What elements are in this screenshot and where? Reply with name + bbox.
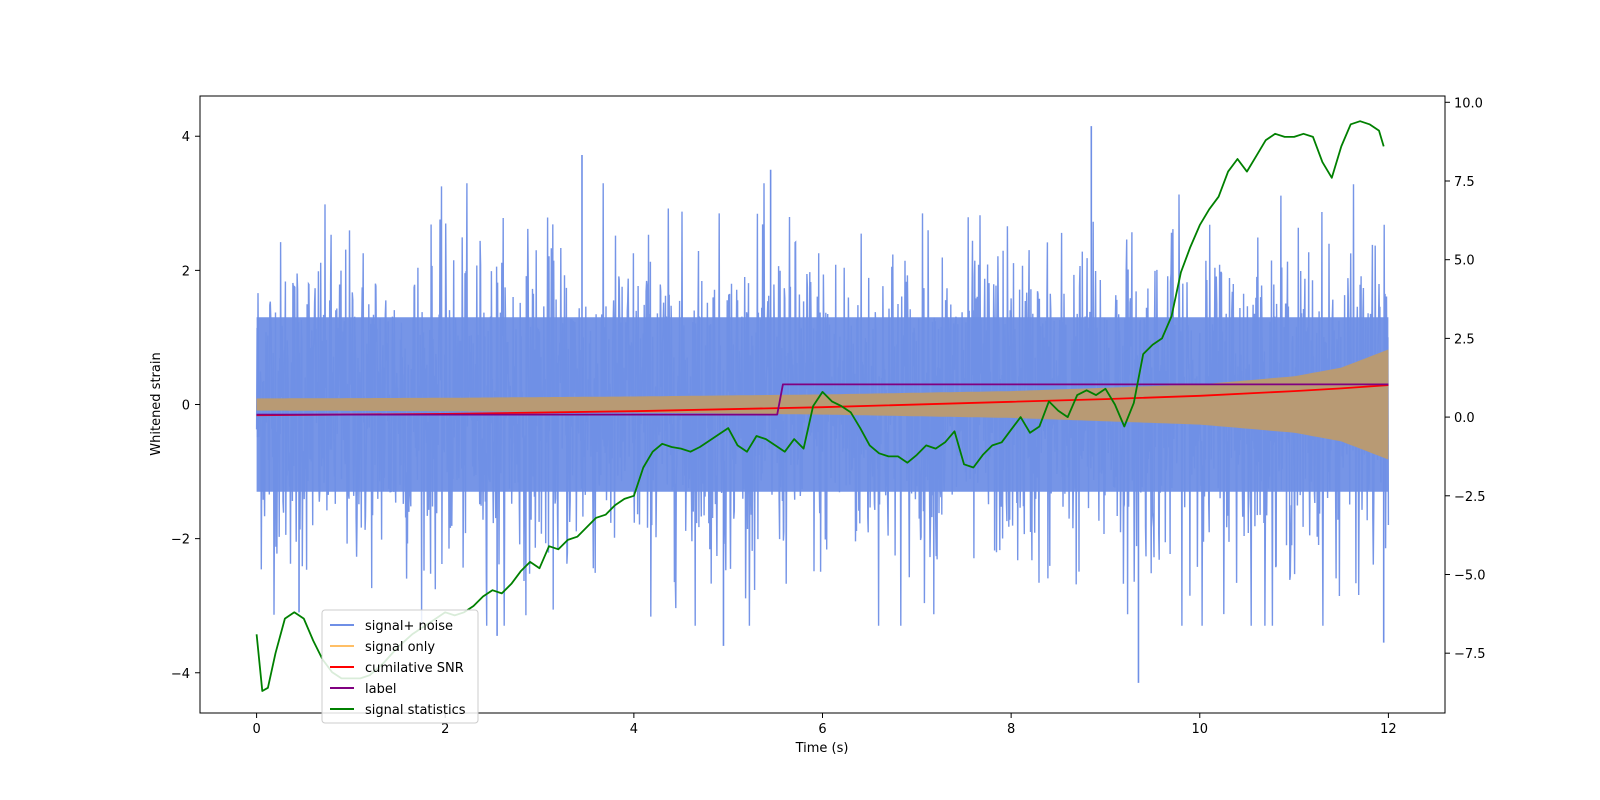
y2-tick-label: −7.5 [1454,647,1486,662]
y2-tick-label: −5.0 [1454,568,1486,583]
y2-tick-label: −2.5 [1454,490,1486,505]
legend-label: signal+ noise [365,619,453,634]
y2-tick-label: 2.5 [1454,332,1475,347]
y-axis-right: −7.5 −5.0 −2.5 0.0 2.5 5.0 7.5 10.0 [1445,96,1486,662]
legend: signal+ noise signal only cumilative SNR la… [321,609,479,724]
y2-tick-label: 7.5 [1454,175,1475,190]
y-tick-label: −4 [171,667,190,682]
y-axis-label: Whitened strain [149,352,164,455]
legend-box [321,609,479,724]
legend-label: signal statistics [365,703,466,718]
y2-tick-label: 5.0 [1454,254,1475,269]
y-tick-label: 4 [182,130,190,145]
x-tick-label: 2 [441,722,449,737]
legend-label: signal only [365,640,435,655]
legend-label: label [365,682,396,697]
x-tick-label: 12 [1380,722,1397,737]
y2-tick-label: 10.0 [1454,96,1483,111]
x-axis-label: Time (s) [795,741,849,756]
legend-label: cumilative SNR [365,661,464,676]
x-tick-label: 4 [630,722,638,737]
y2-tick-label: 0.0 [1454,411,1475,426]
y-axis-left: −4 −2 0 2 4 [171,130,200,682]
x-tick-label: 8 [1007,722,1015,737]
y-tick-label: 0 [182,399,190,414]
x-tick-label: 10 [1191,722,1208,737]
series-layer [255,120,1390,692]
series-signal-only [256,349,1389,460]
x-tick-label: 0 [252,722,260,737]
signal-only-envelope [256,349,1389,460]
y-tick-label: 2 [182,264,190,279]
series-label [256,383,1389,416]
x-tick-label: 6 [818,722,826,737]
series-cumilative-snr [256,384,1389,417]
y-tick-label: −2 [171,533,190,548]
